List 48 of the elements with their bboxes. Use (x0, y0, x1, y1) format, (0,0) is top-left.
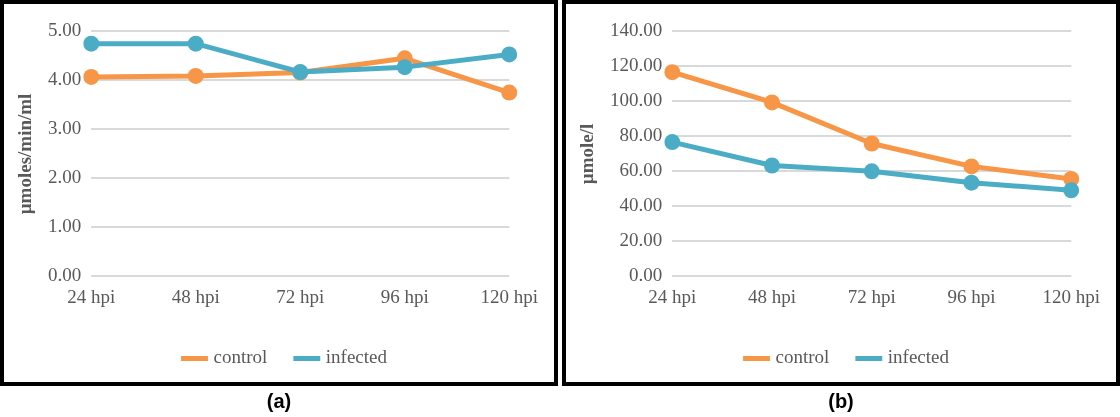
y-tick-label: 2.00 (48, 166, 82, 188)
x-tick-label: 48 hpi (171, 285, 220, 307)
point (664, 134, 681, 151)
legend-label: control (213, 346, 268, 368)
y-axis-title: µmoles/min/ml (14, 93, 36, 215)
point (764, 157, 780, 174)
point (863, 163, 880, 180)
x-tick-label: 48 hpi (747, 285, 797, 307)
point (83, 35, 100, 52)
point (187, 35, 204, 52)
legend-label: infected (325, 346, 388, 368)
x-tick-label: 24 hpi (67, 285, 116, 307)
y-tick-label: 0.00 (629, 264, 663, 286)
legend-label: control (775, 346, 830, 368)
legend-label: infected (887, 346, 950, 368)
point (664, 64, 681, 81)
x-tick-label: 120 hpi (1042, 285, 1100, 307)
y-tick-label: 60.00 (619, 159, 663, 181)
point (963, 174, 980, 191)
y-tick-label: 140.00 (610, 19, 663, 41)
y-tick-label: 20.00 (619, 229, 663, 251)
x-tick-label: 72 hpi (847, 285, 896, 307)
text: (a) (266, 389, 292, 414)
point (764, 94, 780, 111)
y-axis-title: µmole/l (576, 123, 598, 185)
text: (b) (828, 389, 854, 414)
point (187, 67, 204, 84)
y-tick-label: 40.00 (619, 194, 663, 216)
x-tick-label: 96 hpi (947, 285, 996, 307)
y-tick-label: 3.00 (48, 117, 82, 139)
point (396, 59, 413, 76)
point (501, 46, 518, 63)
x-tick-label: 24 hpi (648, 285, 697, 307)
point (501, 84, 518, 101)
point (1063, 182, 1080, 199)
y-tick-label: 1.00 (48, 215, 82, 237)
x-tick-label: 120 hpi (480, 285, 538, 307)
point (963, 158, 980, 175)
x-tick-label: 96 hpi (380, 285, 429, 307)
point (83, 68, 100, 85)
y-tick-label: 120.00 (610, 54, 663, 76)
y-tick-label: 0.00 (48, 264, 82, 286)
y-tick-label: 5.00 (48, 19, 82, 41)
y-tick-label: 4.00 (48, 68, 82, 90)
y-tick-label: 100.00 (610, 89, 663, 111)
x-tick-label: 72 hpi (276, 285, 325, 307)
point (863, 135, 880, 152)
y-tick-label: 80.00 (619, 124, 663, 146)
